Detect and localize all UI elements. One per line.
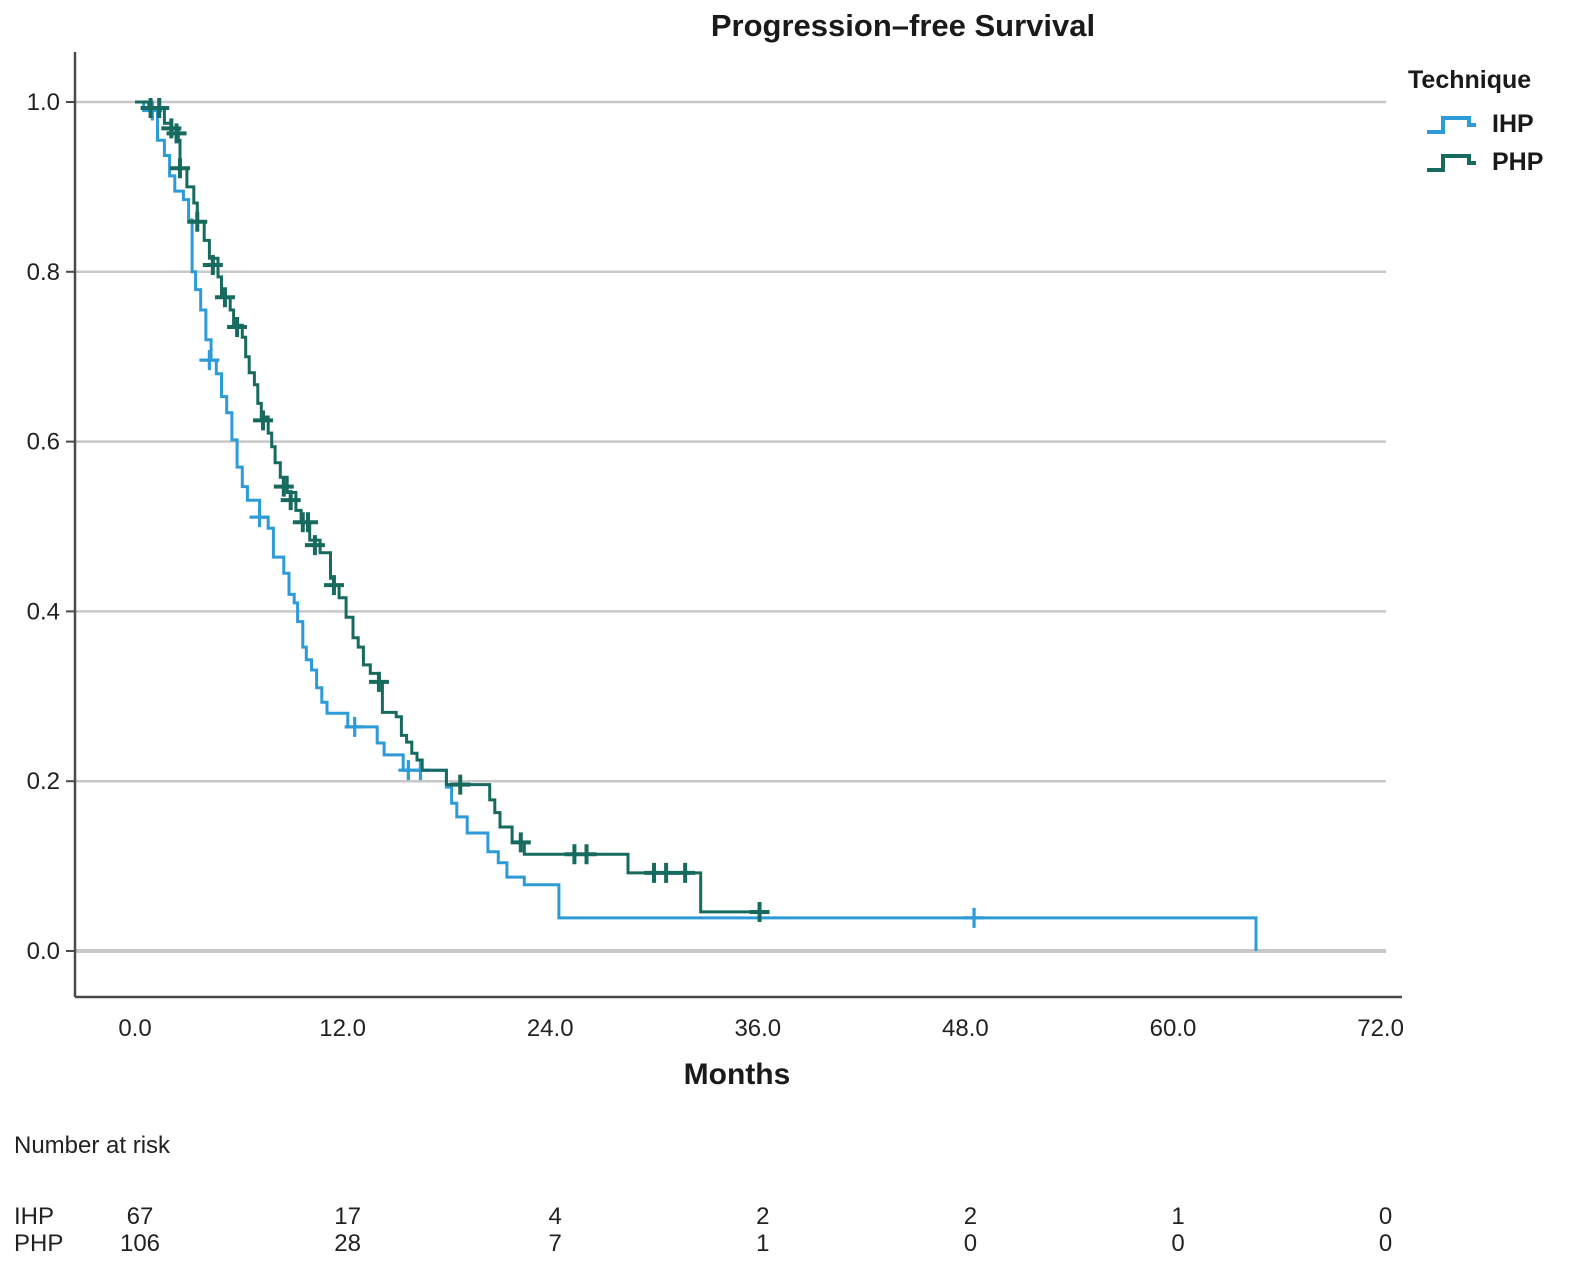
km-curve-ihp <box>135 100 1258 951</box>
x-tick-label: 60.0 <box>1150 1015 1197 1042</box>
y-tick-label: 0.6 <box>27 429 60 456</box>
at-risk-value: 67 <box>126 1203 154 1230</box>
at-risk-value: 17 <box>334 1203 361 1230</box>
chart-title: Progression–free Survival <box>710 8 1096 43</box>
at-risk-value: 1 <box>756 1230 770 1257</box>
at-risk-row-label-ihp: IHP <box>14 1203 55 1230</box>
x-tick-label: 48.0 <box>942 1015 989 1042</box>
y-tick-label: 0.0 <box>27 938 60 965</box>
x-tick-label: 12.0 <box>319 1015 366 1042</box>
at-risk-value: 28 <box>334 1230 361 1257</box>
legend: Technique IHP PHP <box>1402 66 1582 185</box>
at-risk-heading: Number at risk <box>14 1132 171 1159</box>
legend-symbol-php-icon <box>1427 154 1476 172</box>
legend-item-php: PHP <box>1402 147 1582 177</box>
legend-symbol-ihp-icon <box>1427 116 1476 134</box>
y-tick-label: 0.2 <box>27 768 60 795</box>
censor-marks-php <box>140 97 770 922</box>
censor-marks-ihp <box>142 100 985 928</box>
y-tick-label: 0.8 <box>27 259 60 286</box>
y-tick-label: 0.4 <box>27 598 60 625</box>
at-risk-value: 2 <box>963 1203 978 1230</box>
at-risk-row-label-php: PHP <box>14 1230 64 1257</box>
at-risk-value: 0 <box>1171 1230 1185 1257</box>
at-risk-value: 4 <box>548 1203 562 1230</box>
legend-title: Technique <box>1408 66 1532 94</box>
x-tick-label: 36.0 <box>734 1015 781 1042</box>
legend-label-php: PHP <box>1492 147 1544 176</box>
at-risk-value: 0 <box>963 1230 978 1257</box>
legend-item-ihp: IHP <box>1402 109 1582 139</box>
at-risk-value: 1 <box>1171 1203 1185 1230</box>
x-axis-title: Months <box>683 1058 791 1091</box>
at-risk-value: 0 <box>1378 1230 1393 1257</box>
legend-label-ihp: IHP <box>1492 109 1534 138</box>
y-tick-label: 1.0 <box>27 89 60 116</box>
at-risk-value: 7 <box>548 1230 562 1257</box>
x-tick-label: 24.0 <box>527 1015 574 1042</box>
at-risk-value: 106 <box>119 1230 161 1257</box>
at-risk-value: 2 <box>756 1203 770 1230</box>
at-risk-value: 0 <box>1378 1203 1393 1230</box>
x-tick-label: 72.0 <box>1357 1015 1404 1042</box>
x-tick-label: 0.0 <box>118 1015 151 1042</box>
